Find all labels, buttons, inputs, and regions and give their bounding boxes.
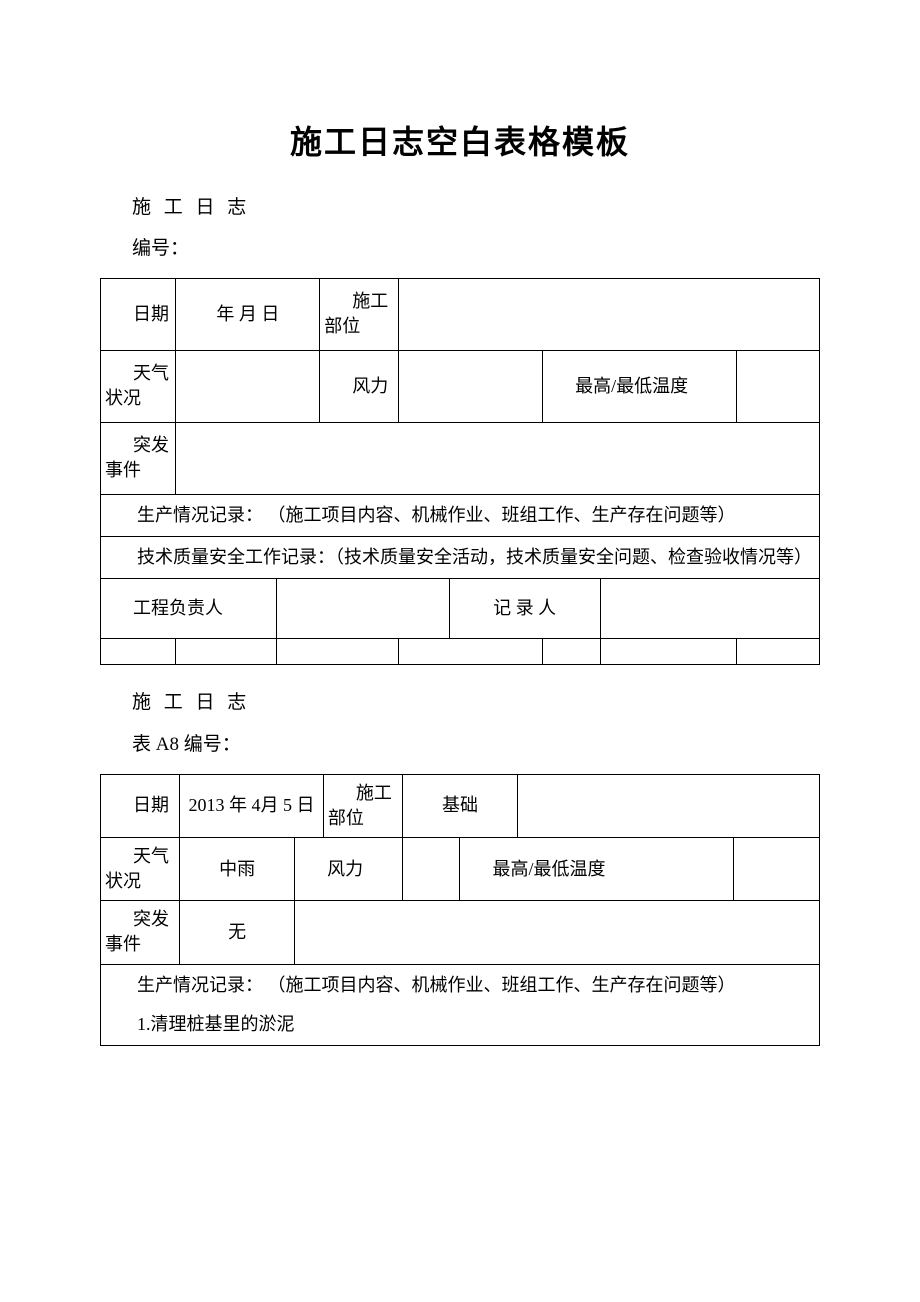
f1-weather-value[interactable]: [176, 350, 320, 422]
document-title: 施工日志空白表格模板: [100, 120, 820, 165]
f2-weather-value[interactable]: 中雨: [180, 837, 295, 900]
f2-emergency-label: 突发事件: [101, 901, 180, 964]
f1-footer-4: [399, 639, 543, 665]
f1-emergency-label: 突发事件: [101, 422, 176, 494]
f1-part-value[interactable]: [399, 278, 820, 350]
f1-wind-value[interactable]: [399, 350, 543, 422]
f1-footer-3: [277, 639, 399, 665]
f2-part-label: 施工部位: [323, 774, 402, 837]
f2-wind-value[interactable]: [402, 837, 460, 900]
f2-production-text: 生产情况记录： （施工项目内容、机械作业、班组工作、生产存在问题等）: [109, 973, 811, 998]
f1-leader-value[interactable]: [277, 579, 450, 639]
f1-footer-7: [737, 639, 820, 665]
f2-part-blank[interactable]: [517, 774, 819, 837]
f2-temp-value[interactable]: [733, 837, 819, 900]
f1-weather-label: 天气状况: [101, 350, 176, 422]
f1-production-record: 生产情况记录： （施工项目内容、机械作业、班组工作、生产存在问题等）: [101, 494, 820, 536]
form1-number-label: 编号：: [132, 236, 820, 263]
f1-footer-5: [543, 639, 601, 665]
f1-date-value[interactable]: 年 月 日: [176, 278, 320, 350]
form2-number-label: 表 A8 编号：: [132, 732, 820, 759]
form1-heading: 施 工 日 志: [132, 195, 820, 222]
f2-production-record: 生产情况记录： （施工项目内容、机械作业、班组工作、生产存在问题等） 1.清理桩…: [101, 964, 820, 1045]
f1-part-label: 施工部位: [320, 278, 399, 350]
f1-recorder-label: 记 录 人: [449, 579, 600, 639]
f2-part-value[interactable]: 基础: [402, 774, 517, 837]
f2-date-value[interactable]: 2013 年 4月 5 日: [180, 774, 324, 837]
f1-temp-label: 最高/最低温度: [543, 350, 737, 422]
f1-wind-label: 风力: [320, 350, 399, 422]
f2-wind-label: 风力: [295, 837, 403, 900]
f2-date-label: 日期: [101, 774, 180, 837]
f1-recorder-value[interactable]: [600, 579, 819, 639]
form2-table: 日期 2013 年 4月 5 日 施工部位 基础 天气状况 中雨 风力 最高/最…: [100, 774, 820, 1047]
f1-temp-value[interactable]: [737, 350, 820, 422]
f2-weather-label: 天气状况: [101, 837, 180, 900]
form1-table: 日期 年 月 日 施工部位 天气状况 风力 最高/最低温度 突发事件 生产情况记…: [100, 278, 820, 665]
form2-heading: 施 工 日 志: [132, 690, 820, 717]
f1-footer-6: [600, 639, 737, 665]
f1-date-label: 日期: [101, 278, 176, 350]
f2-emergency-value[interactable]: 无: [180, 901, 295, 964]
f1-footer-1: [101, 639, 176, 665]
f2-production-item1: 1.清理桩基里的淤泥: [109, 1012, 811, 1037]
f1-emergency-value[interactable]: [176, 422, 820, 494]
f1-leader-label: 工程负责人: [101, 579, 277, 639]
f1-footer-2: [176, 639, 277, 665]
f2-temp-label: 最高/最低温度: [460, 837, 733, 900]
f2-emergency-blank[interactable]: [295, 901, 820, 964]
f1-quality-record: 技术质量安全工作记录：（技术质量安全活动，技术质量安全问题、检查验收情况等）: [101, 537, 820, 579]
